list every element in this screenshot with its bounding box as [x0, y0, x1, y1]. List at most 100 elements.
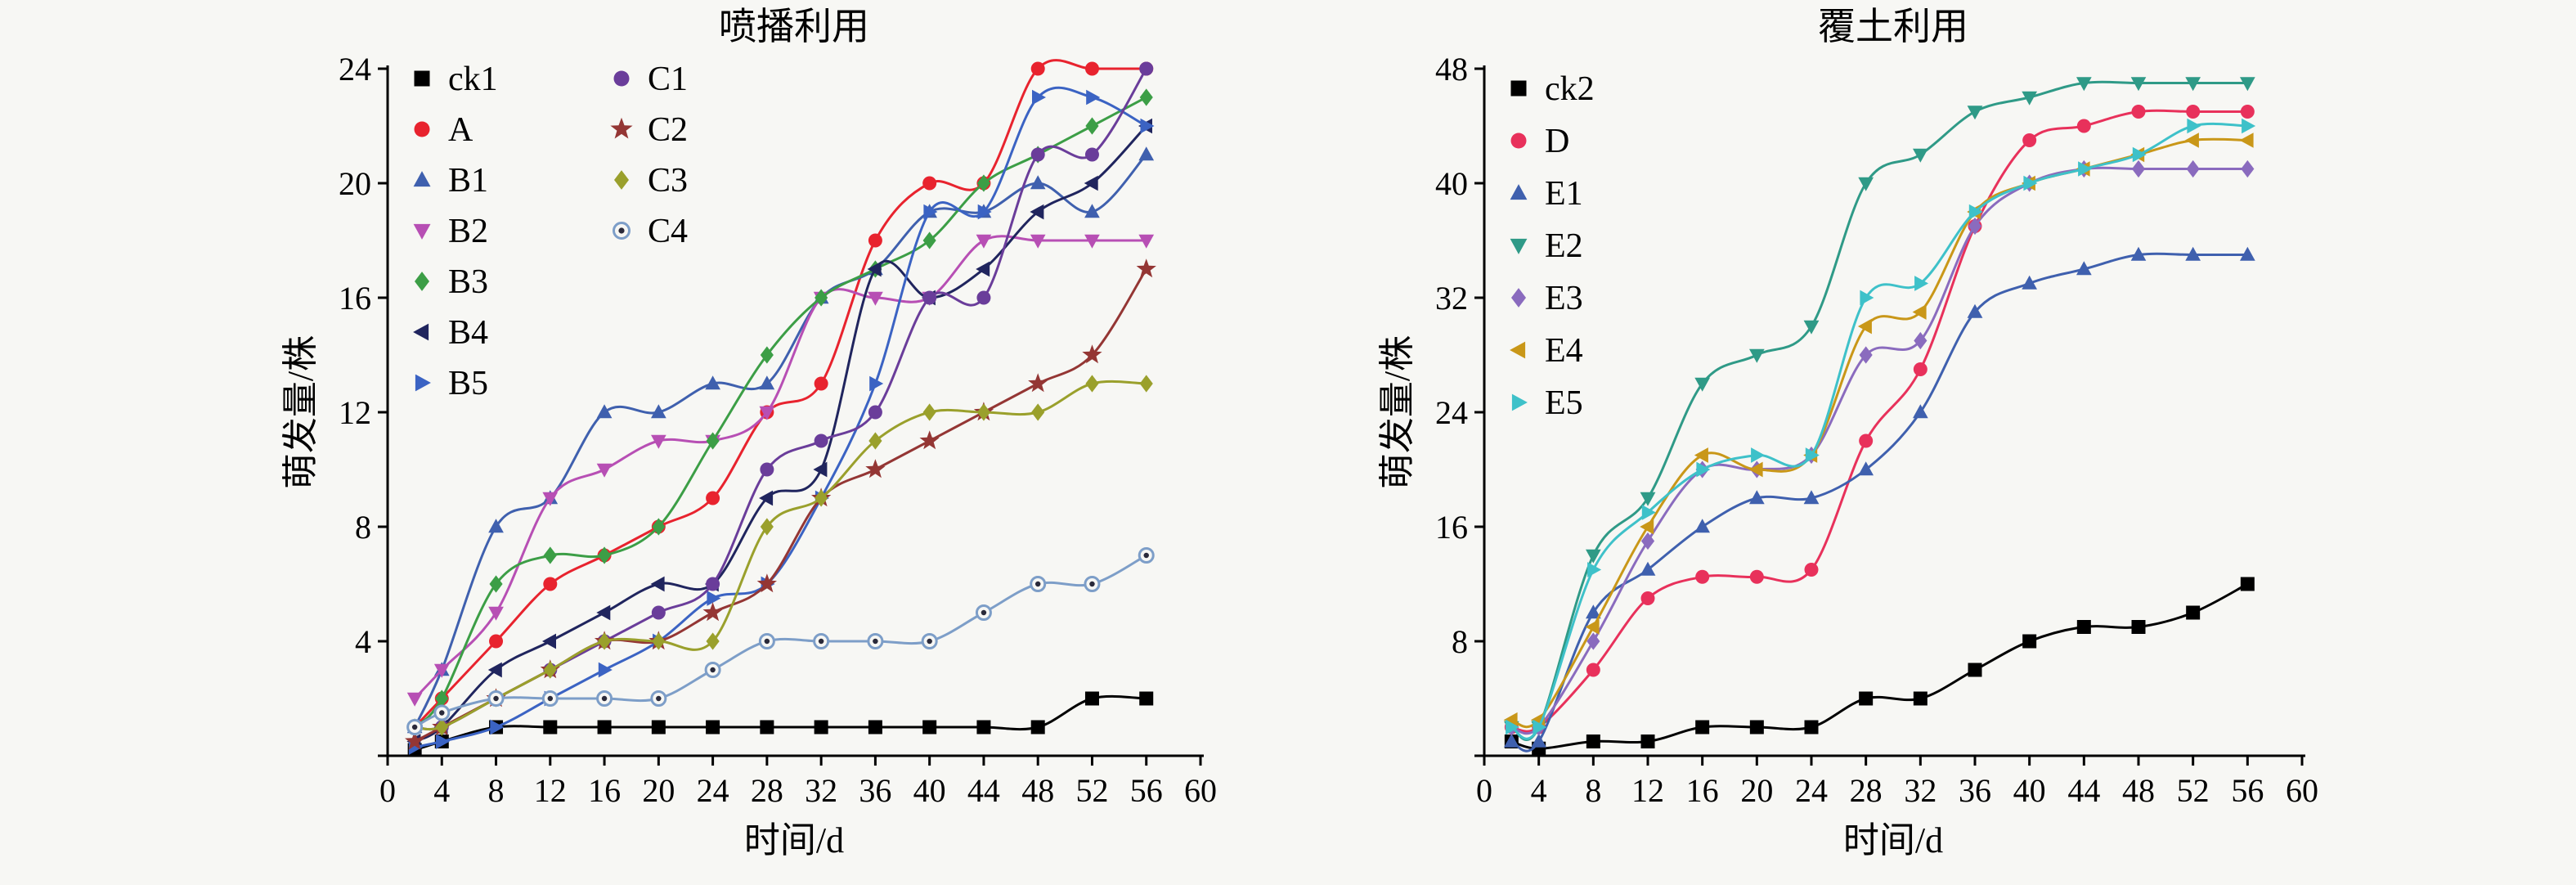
triangle-right-marker — [923, 204, 938, 220]
circle-marker — [2131, 105, 2146, 119]
circle-marker — [1913, 362, 1928, 376]
square-marker — [1510, 80, 1527, 97]
series-line-D — [1511, 109, 2248, 733]
triangle-left-marker — [1912, 304, 1927, 320]
triangle-down-marker — [1510, 238, 1528, 254]
triangle-up-marker — [1803, 490, 1820, 505]
series-markers-C2 — [405, 258, 1156, 750]
star-marker — [1136, 258, 1156, 278]
x-tick-label: 52 — [2177, 772, 2210, 809]
series-markers-B4 — [406, 118, 1152, 749]
triangle-left-marker — [976, 261, 990, 277]
triangle-right-marker — [436, 734, 450, 749]
diamond-marker — [1586, 632, 1600, 650]
x-tick-label: 0 — [1476, 772, 1492, 809]
star-marker — [610, 117, 633, 139]
triangle-up-marker — [1510, 184, 1528, 200]
square-marker — [1913, 691, 1928, 706]
series-line-B3 — [414, 96, 1147, 729]
diamond-marker — [543, 661, 557, 679]
diamond-marker — [1085, 375, 1099, 393]
diamond-marker — [2186, 159, 2200, 178]
circle-marker — [760, 462, 774, 477]
x-tick-label: 8 — [488, 772, 505, 809]
legend-entry-E4: E4 — [1510, 332, 1583, 370]
series-markers-A — [407, 61, 1154, 735]
triangle-down-marker — [651, 434, 666, 449]
diamond-marker — [652, 632, 666, 650]
triangle-right-marker — [1533, 719, 1547, 735]
square-marker — [1139, 691, 1154, 706]
triangle-down-marker — [2240, 77, 2255, 92]
legend-entry-D: D — [1510, 123, 1569, 160]
y-axis-label: 萌发量/株 — [280, 335, 321, 489]
triangle-up-marker — [1858, 461, 1874, 476]
triangle-up-marker — [596, 404, 613, 419]
diamond-marker — [1139, 88, 1153, 106]
x-tick-label: 56 — [2231, 772, 2264, 809]
triangle-right-marker — [2023, 175, 2038, 191]
circle-marker — [868, 233, 882, 248]
y-tick-label: 16 — [1435, 509, 1468, 546]
circle-open-dot — [547, 695, 554, 702]
square-marker — [1968, 663, 1982, 677]
y-tick-label: 20 — [339, 165, 371, 202]
legend-entry-B2: B2 — [413, 213, 488, 250]
triangle-down-marker — [1138, 234, 1155, 249]
circle-marker — [414, 121, 430, 137]
square-marker — [1695, 720, 1710, 735]
triangle-up-marker — [1913, 404, 1928, 419]
diamond-marker — [1139, 375, 1153, 393]
triangle-down-marker — [2076, 77, 2092, 92]
circle-open-dot — [1089, 581, 1095, 587]
square-marker — [597, 720, 612, 735]
legend-label-E3: E3 — [1545, 280, 1583, 317]
triangle-down-marker — [1967, 106, 1983, 120]
x-tick-label: 24 — [697, 772, 729, 809]
square-marker — [414, 70, 430, 87]
triangle-down-marker — [413, 223, 431, 240]
series-line-B4 — [414, 124, 1147, 743]
triangle-down-marker — [759, 406, 775, 420]
series-line-C1 — [414, 68, 1147, 731]
triangle-up-marker — [1138, 146, 1155, 161]
y-tick-label: 16 — [339, 280, 371, 317]
triangle-down-marker — [1749, 348, 1765, 363]
circle-marker — [2022, 133, 2037, 147]
legend-label-B3: B3 — [448, 263, 488, 301]
x-tick-label: 20 — [642, 772, 675, 809]
circle-marker — [2076, 119, 2091, 133]
y-tick-label: 24 — [1435, 394, 1468, 431]
series-markers-E1 — [1504, 246, 2255, 748]
diamond-marker — [598, 546, 612, 564]
series-line-E4 — [1510, 137, 2248, 729]
diamond-marker — [1511, 288, 1526, 308]
triangle-left-marker — [1030, 204, 1044, 220]
triangle-up-marker — [2185, 246, 2201, 261]
legend-label-B1: B1 — [448, 162, 488, 200]
triangle-right-marker — [2078, 161, 2093, 177]
legend-label-A: A — [448, 111, 473, 149]
triangle-down-marker — [1803, 320, 1820, 335]
square-marker — [651, 720, 666, 735]
triangle-left-marker — [1503, 712, 1518, 728]
triangle-left-marker — [1510, 341, 1526, 359]
square-marker — [1084, 691, 1099, 706]
y-tick-label: 4 — [355, 623, 371, 660]
legend-entry-E1: E1 — [1510, 175, 1583, 213]
circle-open-dot — [981, 609, 987, 616]
legend-label-C4: C4 — [648, 213, 688, 250]
triangle-down-marker — [2130, 77, 2147, 92]
circle-marker — [1030, 61, 1045, 76]
legend-label-ck2: ck2 — [1545, 70, 1595, 108]
star-marker — [1028, 373, 1048, 393]
triangle-down-marker — [1858, 177, 1874, 191]
diamond-marker — [435, 718, 449, 736]
circle-marker — [651, 605, 666, 620]
circle-marker — [1084, 147, 1099, 162]
series-markers-C3 — [408, 375, 1153, 736]
triangle-right-marker — [1751, 447, 1766, 463]
square-marker — [760, 720, 774, 735]
x-tick-label: 4 — [1531, 772, 1547, 809]
